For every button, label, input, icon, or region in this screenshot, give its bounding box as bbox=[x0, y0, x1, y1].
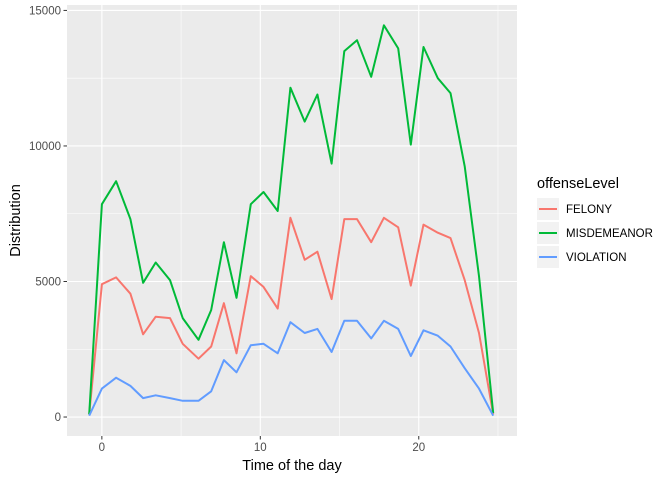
x-tick-label: 0 bbox=[99, 442, 105, 454]
x-axis-ticks: 0 10 20 bbox=[99, 436, 425, 454]
series-line-violation bbox=[88, 319, 495, 417]
legend-title: offenseLevel bbox=[537, 176, 619, 192]
y-tick-label: 10000 bbox=[29, 141, 61, 153]
x-tick-label: 10 bbox=[254, 442, 267, 454]
series-line-felony bbox=[88, 216, 495, 415]
legend-items: FELONY MISDEMEANOR VIOLATION bbox=[537, 198, 653, 268]
legend-label-misdemeanor: MISDEMEANOR bbox=[566, 228, 653, 240]
series-lines bbox=[88, 24, 495, 417]
y-tick-label: 0 bbox=[55, 412, 61, 424]
legend-label-violation: VIOLATION bbox=[566, 252, 627, 264]
legend-label-felony: FELONY bbox=[566, 204, 612, 216]
legend: offenseLevel FELONY MISDEMEANOR VIOLATION bbox=[537, 176, 653, 268]
y-tick-label: 5000 bbox=[35, 276, 61, 288]
y-axis-ticks: 0 5000 10000 15000 bbox=[29, 5, 67, 424]
y-tick-label: 15000 bbox=[29, 5, 61, 17]
minor-gridlines bbox=[67, 5, 517, 436]
y-axis-title: Distribution bbox=[8, 184, 24, 257]
x-tick-label: 20 bbox=[412, 442, 425, 454]
x-axis-title: Time of the day bbox=[242, 458, 342, 474]
series-line-misdemeanor bbox=[88, 24, 495, 415]
